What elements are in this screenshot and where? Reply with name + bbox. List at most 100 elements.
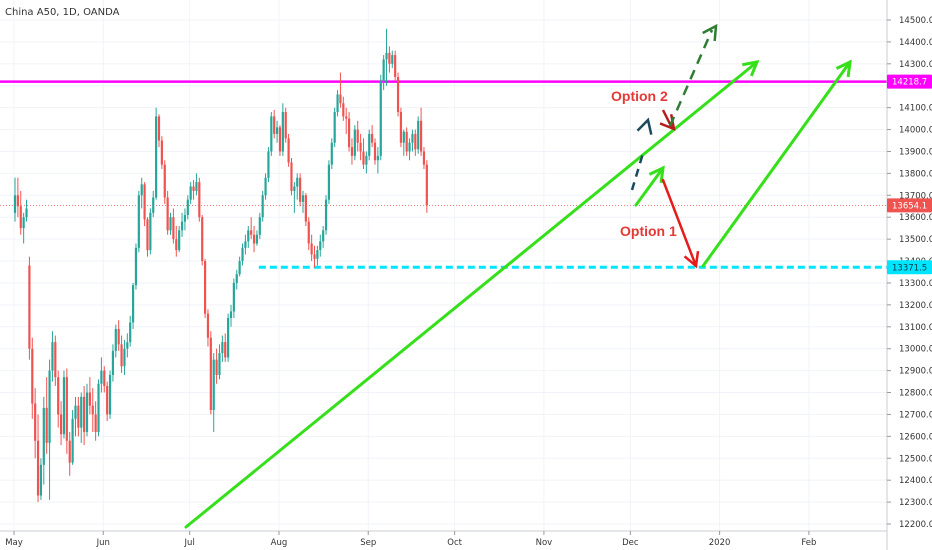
candle-body[interactable] bbox=[227, 318, 230, 358]
candle-body[interactable] bbox=[414, 133, 417, 150]
candle-body[interactable] bbox=[402, 131, 405, 143]
candle-body[interactable] bbox=[419, 120, 423, 152]
candle-body[interactable] bbox=[192, 186, 195, 191]
candle-body[interactable] bbox=[310, 243, 313, 255]
candle-body[interactable] bbox=[117, 328, 120, 345]
candle-body[interactable] bbox=[160, 140, 163, 165]
candle-body[interactable] bbox=[97, 383, 100, 432]
candle-body[interactable] bbox=[19, 206, 22, 229]
candle-body[interactable] bbox=[396, 76, 400, 113]
candle-body[interactable] bbox=[59, 414, 63, 435]
candle-body[interactable] bbox=[296, 177, 299, 187]
candle-body[interactable] bbox=[278, 127, 282, 152]
candle-body[interactable] bbox=[39, 464, 43, 496]
candle-body[interactable] bbox=[100, 370, 103, 384]
candle-body[interactable] bbox=[34, 403, 37, 441]
candle-body[interactable] bbox=[137, 195, 140, 248]
candle-body[interactable] bbox=[134, 247, 138, 286]
candle-body[interactable] bbox=[301, 195, 305, 202]
candle-body[interactable] bbox=[201, 217, 204, 262]
candle-body[interactable] bbox=[359, 142, 362, 152]
candle-body[interactable] bbox=[224, 342, 227, 358]
candle-body[interactable] bbox=[290, 162, 293, 191]
candle-body[interactable] bbox=[71, 418, 74, 463]
rising-trendline-shaft[interactable] bbox=[184, 60, 759, 529]
candle-body[interactable] bbox=[339, 94, 342, 104]
option1-bounce-arrow-shaft[interactable] bbox=[634, 166, 665, 207]
candle-body[interactable] bbox=[143, 184, 146, 220]
candle-body[interactable] bbox=[88, 392, 91, 406]
candle-body[interactable] bbox=[91, 405, 94, 415]
candle-body[interactable] bbox=[215, 359, 218, 375]
candle-body[interactable] bbox=[388, 52, 391, 64]
candle-body[interactable] bbox=[399, 112, 403, 143]
candle-body[interactable] bbox=[186, 199, 189, 216]
candle-body[interactable] bbox=[36, 440, 40, 496]
candlestick-series[interactable] bbox=[13, 28, 428, 503]
candle-body[interactable] bbox=[235, 274, 238, 283]
time-axis[interactable]: May Jun Jul Aug Sep Oct Nov Dec 2020 Feb bbox=[5, 531, 816, 548]
candle-body[interactable] bbox=[65, 377, 68, 441]
candle-body[interactable] bbox=[368, 133, 371, 156]
candle-body[interactable] bbox=[180, 221, 184, 231]
candle-body[interactable] bbox=[422, 151, 426, 165]
candle-body[interactable] bbox=[120, 344, 123, 367]
candle-body[interactable] bbox=[166, 197, 169, 231]
candle-body[interactable] bbox=[299, 177, 302, 202]
candle-body[interactable] bbox=[209, 337, 212, 411]
candle-body[interactable] bbox=[241, 247, 244, 262]
candle-body[interactable] bbox=[371, 133, 374, 143]
candle-body[interactable] bbox=[258, 217, 261, 235]
candle-body[interactable] bbox=[322, 230, 325, 242]
candle-body[interactable] bbox=[57, 377, 60, 415]
candle-body[interactable] bbox=[324, 199, 328, 231]
candle-body[interactable] bbox=[313, 254, 316, 259]
candle-body[interactable] bbox=[365, 155, 368, 165]
option1-rally-arrow-head[interactable] bbox=[835, 59, 852, 78]
candle-body[interactable] bbox=[155, 116, 158, 198]
candle-body[interactable] bbox=[345, 116, 348, 119]
candle-body[interactable] bbox=[267, 151, 270, 178]
candle-body[interactable] bbox=[22, 217, 25, 229]
candle-body[interactable] bbox=[45, 407, 48, 443]
candle-body[interactable] bbox=[244, 241, 247, 248]
option2-dashed-rally[interactable] bbox=[668, 29, 714, 127]
candle-body[interactable] bbox=[172, 217, 175, 240]
candle-body[interactable] bbox=[293, 186, 296, 191]
candle-body[interactable] bbox=[85, 392, 89, 432]
candle-body[interactable] bbox=[123, 348, 126, 367]
candle-body[interactable] bbox=[356, 129, 359, 143]
candle-body[interactable] bbox=[94, 414, 97, 432]
candle-body[interactable] bbox=[114, 328, 117, 351]
candle-body[interactable] bbox=[255, 234, 259, 244]
candle-body[interactable] bbox=[333, 112, 336, 143]
candle-body[interactable] bbox=[68, 440, 71, 463]
candle-body[interactable] bbox=[417, 120, 420, 150]
candle-body[interactable] bbox=[284, 112, 287, 139]
candle-body[interactable] bbox=[183, 215, 187, 222]
option1-down-arrow-head[interactable] bbox=[683, 250, 700, 269]
candle-body[interactable] bbox=[74, 405, 77, 419]
candle-body[interactable] bbox=[275, 127, 279, 134]
candle-body[interactable] bbox=[247, 230, 250, 242]
candle-body[interactable] bbox=[178, 230, 181, 251]
candle-body[interactable] bbox=[273, 116, 276, 134]
candle-body[interactable] bbox=[316, 250, 319, 259]
candle-body[interactable] bbox=[252, 234, 256, 244]
candle-body[interactable] bbox=[261, 195, 264, 218]
candle-body[interactable] bbox=[195, 182, 198, 191]
candle-body[interactable] bbox=[264, 177, 267, 196]
candle-body[interactable] bbox=[146, 219, 149, 251]
candle-body[interactable] bbox=[203, 261, 207, 314]
candle-body[interactable] bbox=[391, 55, 394, 64]
candle-body[interactable] bbox=[108, 374, 112, 415]
candle-body[interactable] bbox=[163, 164, 166, 198]
candle-body[interactable] bbox=[83, 396, 86, 432]
candle-body[interactable] bbox=[13, 195, 17, 213]
option2-navy-head[interactable] bbox=[636, 117, 653, 135]
candle-body[interactable] bbox=[379, 81, 382, 156]
candle-body[interactable] bbox=[394, 55, 397, 77]
candle-body[interactable] bbox=[218, 353, 221, 375]
candle-body[interactable] bbox=[206, 313, 210, 338]
